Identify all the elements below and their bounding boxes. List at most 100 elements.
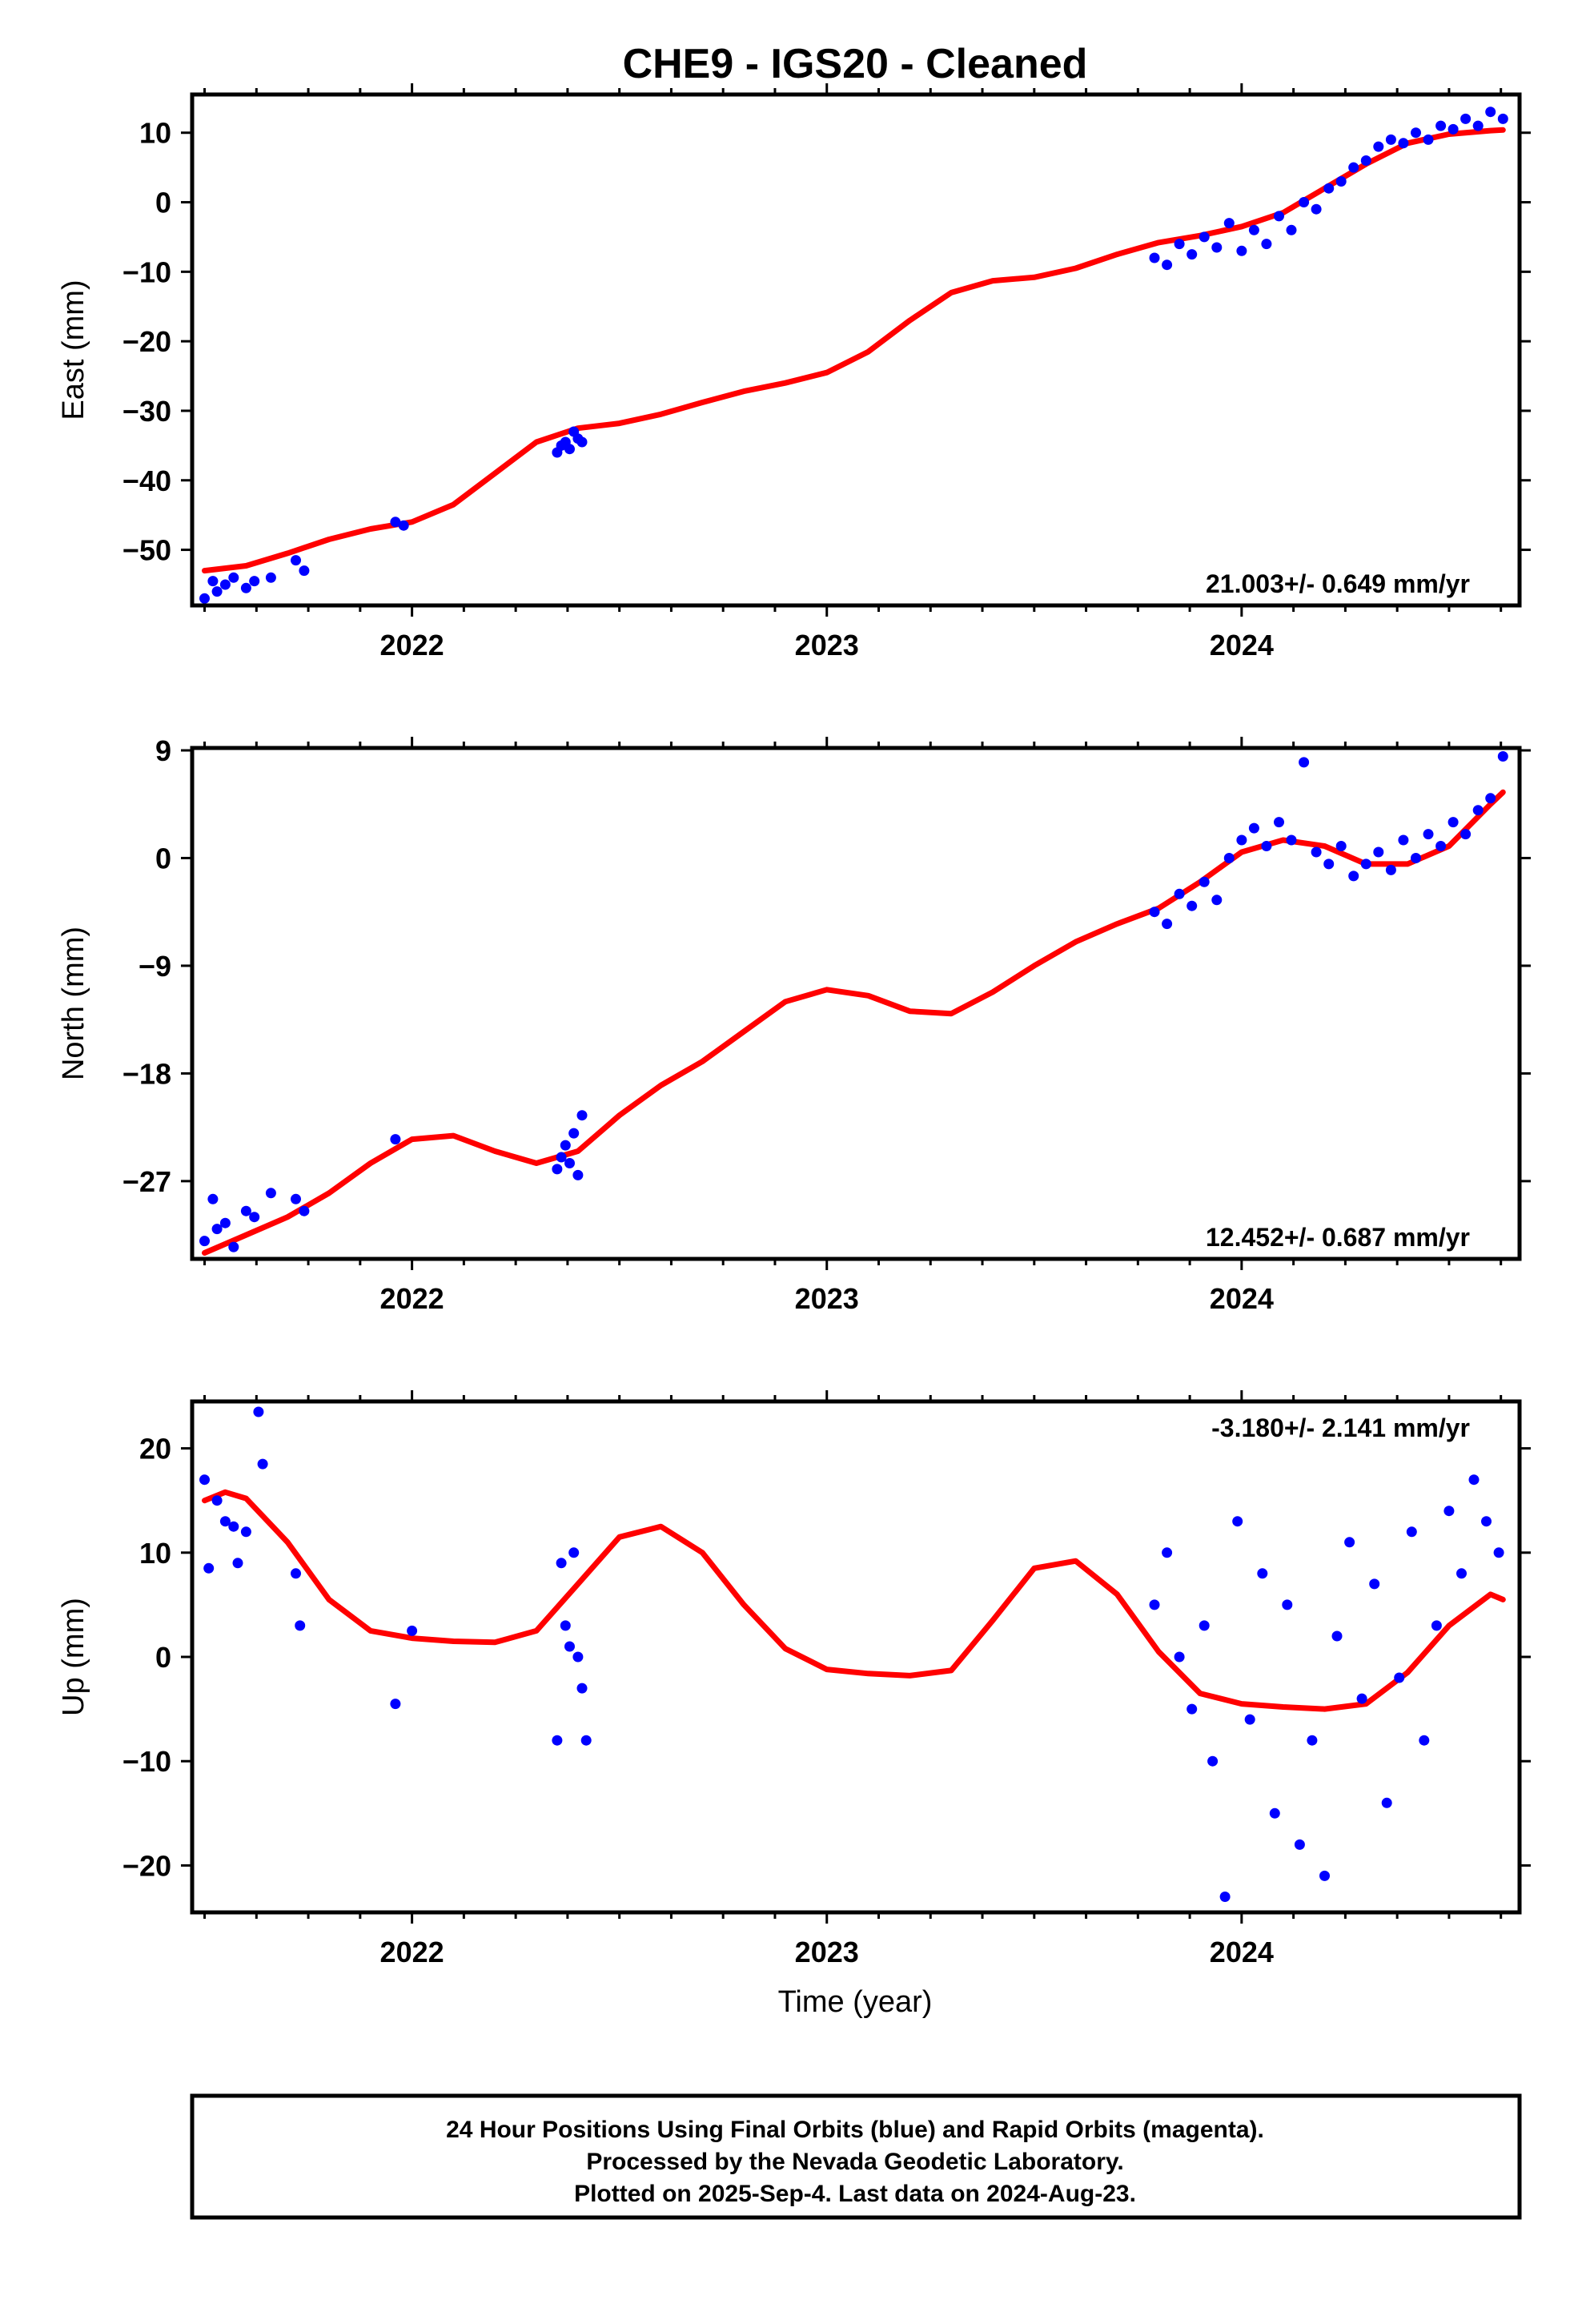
north-data-point: [1447, 817, 1459, 828]
north-data-point: [207, 1193, 219, 1204]
up-data-point: [291, 1568, 301, 1579]
north-data-point: [572, 1169, 584, 1180]
north-data-point: [265, 1188, 276, 1199]
north-x-tick-label: 2023: [795, 1282, 859, 1315]
east-y-tick-label: −30: [122, 395, 171, 428]
east-y-tick-label: −50: [122, 534, 171, 567]
east-data-point: [1236, 245, 1247, 256]
east-panel: 2022 2023 2024 10 0 −10 −20 −30 −40 −50 East (mm) 2…: [57, 83, 1531, 661]
north-data-point: [1149, 907, 1160, 918]
north-data-point: [556, 1152, 567, 1163]
up-x-tick-label: 2022: [380, 1936, 444, 1968]
up-data-point: [1443, 1506, 1455, 1517]
up-data-point: [1468, 1474, 1480, 1486]
up-data-point: [219, 1516, 231, 1527]
east-y-tick-label: −20: [122, 325, 171, 358]
east-data-point: [1311, 203, 1322, 215]
up-data-point: [232, 1558, 243, 1569]
north-data-point: [1485, 793, 1496, 804]
north-data-point: [576, 1110, 588, 1121]
north-data-point: [291, 1193, 301, 1204]
north-data-point: [228, 1241, 239, 1252]
up-data-point: [1162, 1547, 1173, 1558]
up-panel: 2022 2023 2024 20 10 0 −10 −20 Up (mm) -3.180+/- …: [57, 1390, 1531, 1968]
up-data-point: [1294, 1839, 1305, 1850]
north-data-point: [299, 1205, 310, 1216]
north-y-tick-label: −27: [122, 1165, 171, 1198]
north-data-point: [1311, 846, 1322, 858]
north-data-point: [1323, 858, 1335, 870]
up-data-point: [1344, 1537, 1355, 1548]
north-y-tick-label: 9: [155, 734, 171, 767]
north-data-point: [390, 1134, 401, 1145]
up-y-axis-label: Up (mm): [57, 1598, 90, 1716]
east-data-point: [1423, 134, 1434, 145]
east-data-point: [1335, 176, 1347, 187]
up-data-point: [211, 1495, 223, 1506]
north-frame: [190, 746, 1522, 1261]
east-data-point: [1211, 242, 1223, 253]
north-y-tick-label: −9: [139, 950, 171, 983]
up-data-point: [199, 1474, 210, 1486]
east-x-tick-label: 2024: [1210, 629, 1274, 661]
north-data-point: [1186, 900, 1198, 911]
north-panel: 2022 2023 2024 9 0 −9 −18 −27 North (mm) 12.452+/…: [57, 734, 1531, 1315]
footer-line-3: Plotted on 2025-Sep-4. Last data on 2024…: [574, 2181, 1136, 2207]
east-y-tick-label: −10: [122, 255, 171, 288]
east-y-tick-label: 0: [155, 187, 171, 219]
up-data-point: [1481, 1516, 1492, 1527]
north-data-point: [1211, 895, 1223, 906]
east-data-point: [1299, 197, 1310, 207]
up-data-point: [1319, 1870, 1330, 1881]
east-data-point: [1162, 259, 1173, 271]
north-data-point: [1398, 834, 1409, 846]
north-data-point: [1385, 864, 1396, 875]
north-data-point: [1162, 919, 1173, 930]
north-data-point: [1472, 805, 1484, 816]
up-data-point: [240, 1526, 251, 1538]
up-data-point: [564, 1641, 575, 1652]
footer-line-1: 24 Hour Positions Using Final Orbits (bl…: [446, 2117, 1264, 2143]
north-data-point: [560, 1140, 571, 1151]
up-data-point: [1219, 1892, 1231, 1902]
figure-title: CHE9 - IGS20 - Cleaned: [623, 41, 1088, 87]
up-data-point: [1149, 1599, 1160, 1610]
east-data-point: [1435, 120, 1447, 131]
north-x-tick-label: 2022: [380, 1282, 444, 1315]
east-data-point: [240, 582, 251, 593]
east-data-point: [228, 572, 239, 583]
up-data-point: [572, 1651, 584, 1663]
up-data-point: [257, 1458, 268, 1470]
north-data-point: [1335, 841, 1347, 851]
up-data-point: [556, 1558, 567, 1569]
east-data-point: [390, 517, 401, 528]
north-data-point: [1286, 834, 1297, 846]
north-data-point: [1497, 751, 1508, 762]
north-data-point: [1223, 853, 1235, 863]
north-data-point: [1274, 817, 1284, 828]
east-data-point: [1485, 107, 1496, 118]
east-y-tick-label: 10: [139, 117, 171, 150]
north-data-point: [568, 1128, 580, 1139]
east-x-tick-label: 2022: [380, 629, 444, 661]
north-x-tick-label: 2024: [1210, 1282, 1274, 1315]
north-data-point: [1261, 841, 1272, 851]
north-data-point: [1236, 834, 1247, 846]
east-data-point: [219, 579, 231, 590]
up-data-point: [580, 1735, 592, 1746]
up-data-point: [1331, 1630, 1343, 1642]
up-x-tick-label: 2023: [795, 1936, 859, 1968]
up-data-point: [576, 1683, 588, 1694]
east-data-point: [398, 520, 409, 531]
up-data-point: [1381, 1797, 1392, 1808]
east-model-line: [202, 127, 1506, 574]
footer-box: [190, 2093, 1522, 2220]
east-data-point: [299, 565, 310, 577]
up-y-tick-label: 0: [155, 1641, 171, 1674]
north-data-point: [1411, 853, 1421, 863]
up-y-tick-label: −20: [122, 1849, 171, 1882]
north-y-axis-label: North (mm): [57, 927, 90, 1080]
up-data-point: [1269, 1807, 1280, 1819]
east-data-point: [1149, 252, 1160, 263]
